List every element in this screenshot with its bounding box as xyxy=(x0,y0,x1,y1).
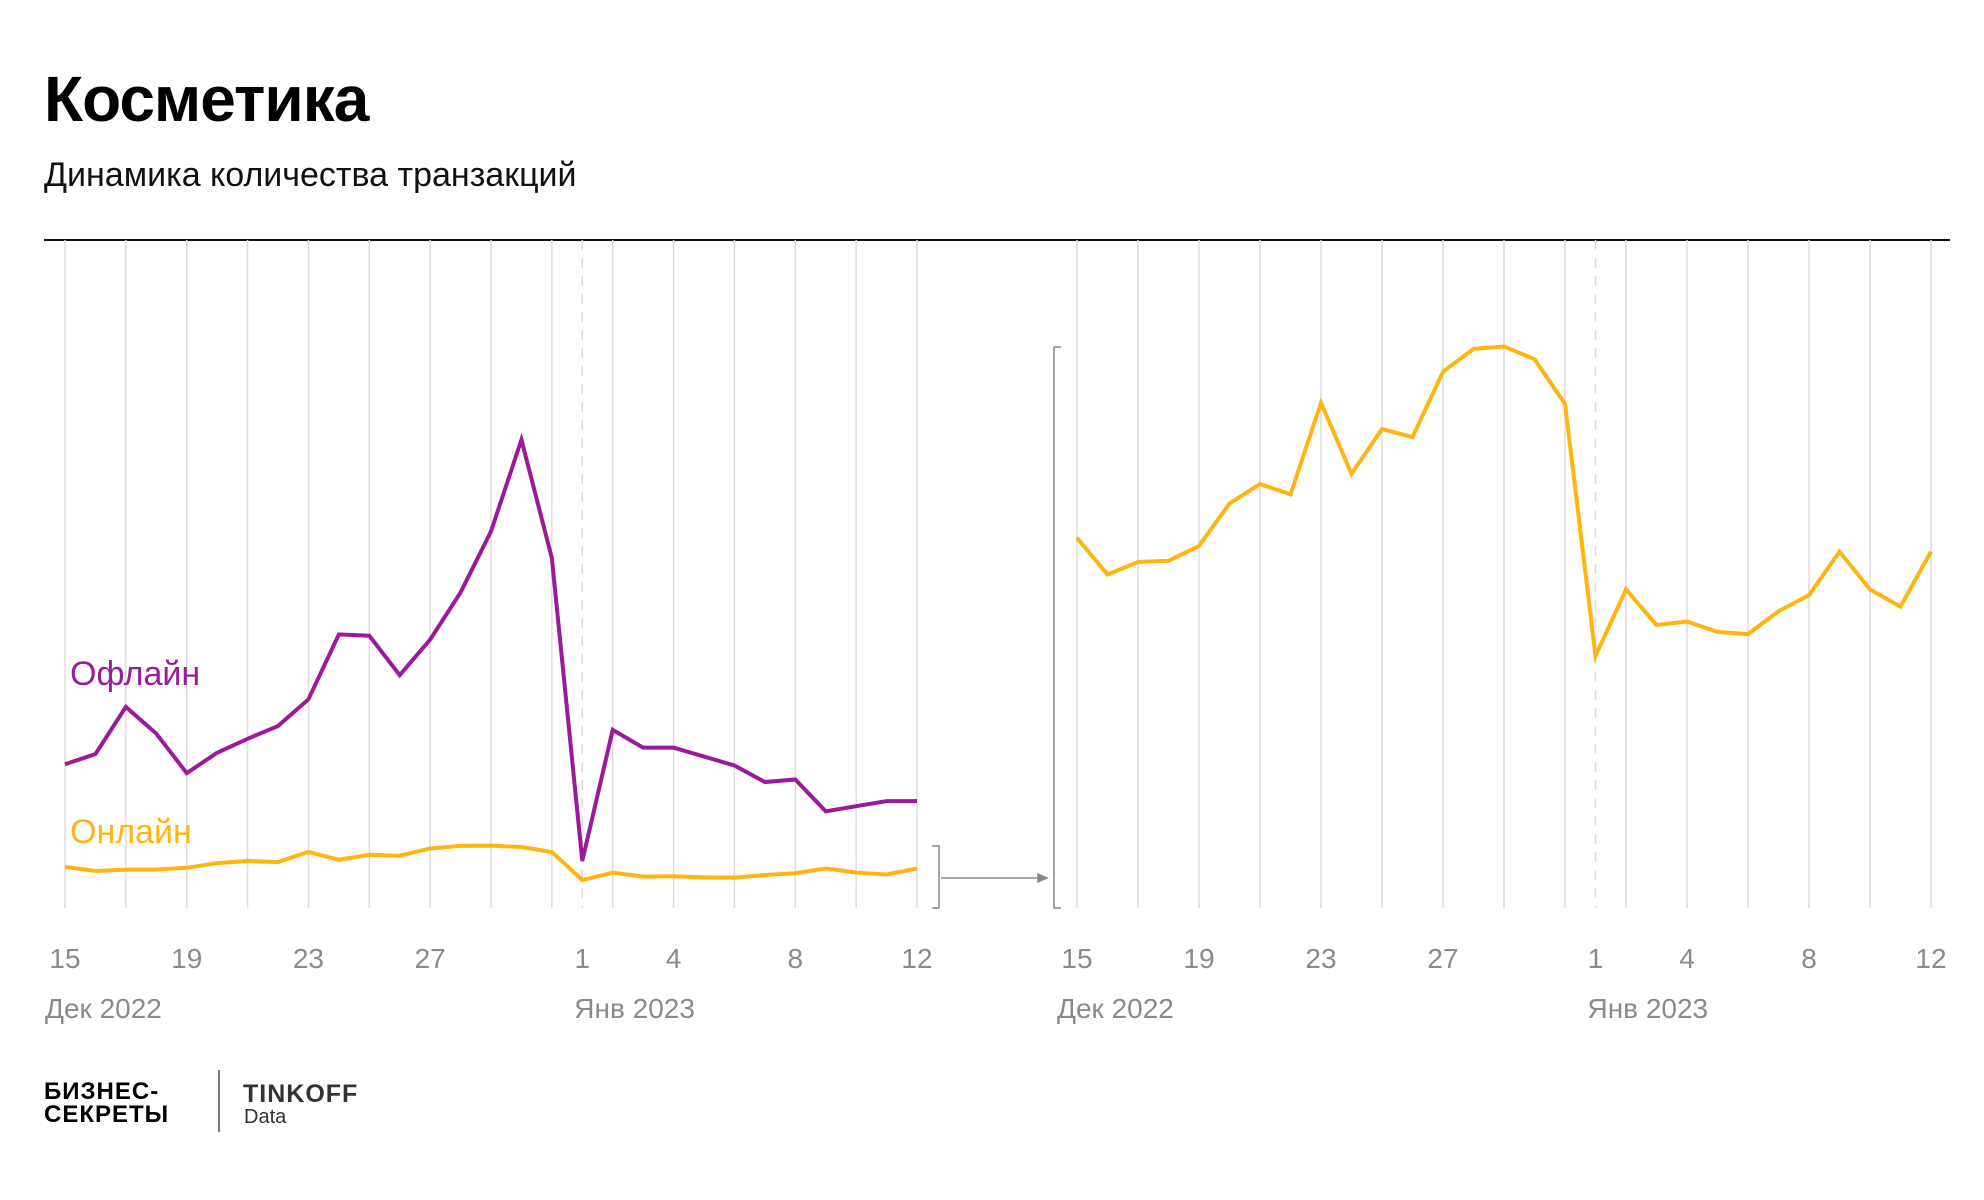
x-tick-label: 4 xyxy=(1679,943,1695,974)
x-tick-label: 15 xyxy=(1061,943,1092,974)
legend-offline: Офлайн xyxy=(70,655,200,693)
tinkoff-data-label: Data xyxy=(244,1106,287,1128)
x-tick-label: 19 xyxy=(171,943,202,974)
x-tick-label: 4 xyxy=(666,943,682,974)
x-tick-label: 8 xyxy=(787,943,803,974)
chart-title: Косметика xyxy=(44,63,369,135)
x-tick-label: 27 xyxy=(1427,943,1458,974)
tinkoff-logo: TINKOFF xyxy=(243,1080,359,1108)
month-label: Дек 2022 xyxy=(45,993,162,1024)
x-tick-label: 12 xyxy=(1915,943,1946,974)
x-tick-label: 19 xyxy=(1183,943,1214,974)
legend-online: Онлайн xyxy=(70,813,192,851)
business-secrets-logo: БИЗНЕС- СЕКРЕТЫ xyxy=(44,1078,170,1128)
left-chart: 15 19 23 27 1 4 8 12 Дек 2022 Янв 2023 xyxy=(45,240,933,1024)
x-tick-label: 1 xyxy=(1588,943,1604,974)
month-label: Янв 2023 xyxy=(1588,993,1709,1024)
right-bracket xyxy=(1053,346,1061,909)
arrow-head-icon xyxy=(1037,872,1049,884)
month-label: Янв 2023 xyxy=(574,993,695,1024)
left-bracket xyxy=(932,845,940,909)
x-tick-label: 27 xyxy=(415,943,446,974)
logo-line-1: БИЗНЕС- xyxy=(44,1078,160,1105)
right-chart: 15 19 23 27 1 4 8 12 Дек 2022 Янв 2023 xyxy=(1057,240,1947,1024)
x-tick-label: 15 xyxy=(49,943,80,974)
x-tick-label: 23 xyxy=(1305,943,1336,974)
month-label: Дек 2022 xyxy=(1057,993,1174,1024)
logo-line-2: СЕКРЕТЫ xyxy=(44,1101,170,1128)
x-tick-label: 23 xyxy=(293,943,324,974)
zoom-connector xyxy=(932,346,1061,909)
x-tick-label: 1 xyxy=(574,943,590,974)
x-tick-label: 8 xyxy=(1801,943,1817,974)
logo-divider xyxy=(218,1070,220,1132)
x-tick-label: 12 xyxy=(901,943,932,974)
chart-subtitle: Динамика количества транзакций xyxy=(44,156,577,194)
